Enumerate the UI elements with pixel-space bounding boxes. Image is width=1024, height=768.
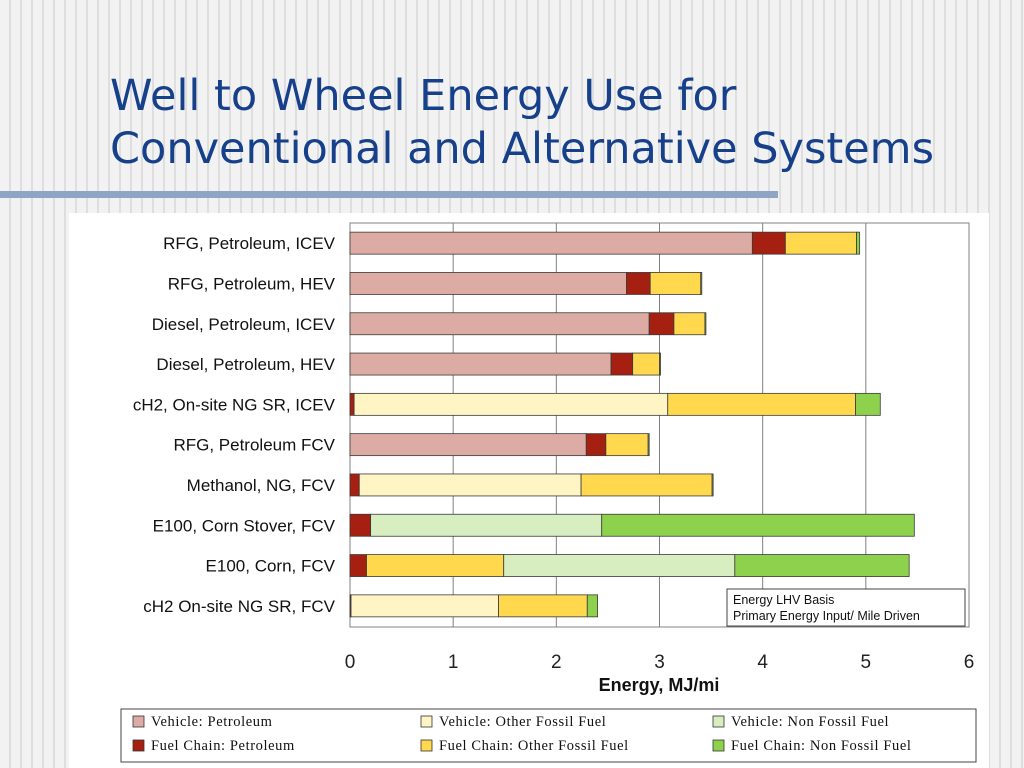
annotation-line-2: Primary Energy Input/ Mile Driven (733, 609, 920, 623)
x-axis-label: Energy, MJ/mi (599, 675, 720, 695)
bar-segment (711, 473, 714, 497)
bar-segment (349, 392, 355, 416)
bar-segment (626, 272, 651, 295)
legend-label: Vehicle: Petroleum (151, 714, 273, 730)
category-label: cH2 On-site NG SR, FCV (143, 597, 335, 616)
bar-segment (667, 392, 856, 416)
x-tick-label: 5 (861, 652, 872, 673)
annotation-box (726, 588, 966, 627)
bar-segment (503, 554, 736, 577)
x-tick-label: 2 (551, 652, 562, 673)
bar-segment (700, 272, 703, 295)
bar-segment (586, 594, 598, 618)
legend-label: Vehicle: Other Fossil Fuel (439, 714, 606, 730)
legend-label: Fuel Chain: Other Fossil Fuel (439, 738, 629, 754)
bar-segment (855, 392, 881, 416)
bar-segment (734, 554, 910, 577)
x-tick-label: 1 (448, 652, 459, 673)
bar-segment (784, 231, 857, 255)
legend-label: Fuel Chain: Petroleum (151, 738, 295, 754)
bar-segment (349, 554, 367, 577)
category-label: RFG, Petroleum, ICEV (163, 234, 336, 253)
x-tick-label: 0 (345, 652, 356, 673)
bar-segment (349, 433, 587, 457)
bar-segment (704, 312, 707, 336)
x-tick-label: 4 (757, 652, 768, 673)
bar-segment (601, 513, 915, 537)
bar-segment (585, 433, 607, 457)
category-label: E100, Corn Stover, FCV (153, 516, 336, 535)
category-label: RFG, Petroleum, HEV (168, 274, 336, 293)
bar-segment (751, 231, 786, 255)
category-label: Diesel, Petroleum, ICEV (152, 315, 336, 334)
legend-swatch (420, 715, 433, 728)
bar-segment (673, 312, 706, 336)
slide-title: Well to Wheel Energy Use for Conventiona… (110, 70, 1010, 176)
category-label: cH2, On-site NG SR, ICEV (133, 395, 336, 414)
bar-segment (349, 473, 360, 497)
bar-segment (659, 352, 661, 376)
bar-segment (366, 554, 505, 577)
bar-segment (632, 352, 660, 376)
legend-swatch (132, 739, 145, 752)
bar-segment (370, 513, 603, 537)
bar-segment (349, 513, 372, 537)
category-label: E100, Corn, FCV (206, 557, 336, 576)
category-label: RFG, Petroleum FCV (173, 436, 335, 455)
legend-swatch (132, 715, 145, 728)
legend-label: Fuel Chain: Non Fossil Fuel (731, 738, 912, 754)
slide-title-line-1: Well to Wheel Energy Use for (110, 71, 737, 121)
bar-segment (580, 473, 713, 497)
chart-panel: 0 1 2 3 4 5 6 Energy, MJ/mi RFG, Petroleum, ICEV… (69, 213, 989, 768)
energy-bar-chart: 0 1 2 3 4 5 6 Energy, MJ/mi RFG, Petroleum, ICEV… (120, 222, 977, 763)
x-tick-label: 3 (654, 652, 665, 673)
bar-segment (350, 594, 499, 618)
bar-segment (649, 272, 702, 295)
legend-swatch (712, 739, 725, 752)
bar-segment (648, 312, 675, 336)
bar-segment (856, 231, 861, 255)
bar-segment (610, 352, 634, 376)
bar-segment (605, 433, 649, 457)
bar-segment (349, 272, 627, 295)
bar-segment (349, 231, 753, 255)
bar-segment (498, 594, 588, 618)
annotation-line-1: Energy LHV Basis (733, 593, 834, 607)
slide-title-line-2: Conventional and Alternative Systems (110, 124, 934, 174)
legend-label: Vehicle: Non Fossil Fuel (731, 714, 889, 730)
bar-segment (353, 392, 669, 416)
category-label: Diesel, Petroleum, HEV (156, 355, 335, 374)
legend-swatch (420, 739, 433, 752)
bar-segment (358, 473, 582, 497)
legend-swatch (712, 715, 725, 728)
bar-segment (349, 312, 650, 336)
title-divider (0, 191, 778, 198)
category-label: Methanol, NG, FCV (187, 476, 336, 495)
legend-box (120, 708, 977, 763)
x-tick-label: 6 (964, 652, 975, 673)
bar-segment (647, 433, 650, 457)
bar-segment (349, 352, 612, 376)
